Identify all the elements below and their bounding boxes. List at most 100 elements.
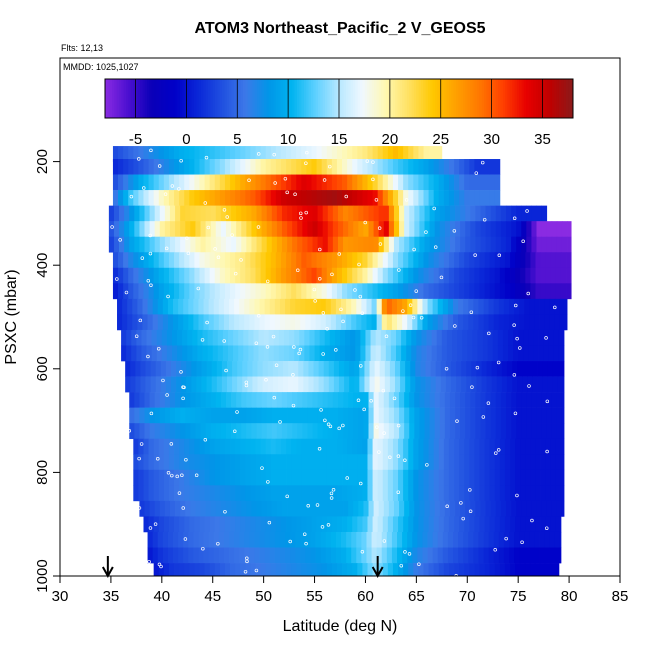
heatmap-cell <box>452 345 458 362</box>
colorbar-cell <box>233 79 237 118</box>
heatmap-cell <box>275 438 282 455</box>
observation-point <box>185 236 189 241</box>
heatmap-cell <box>185 407 191 424</box>
heatmap-cell <box>311 469 317 486</box>
heatmap-cell <box>271 236 278 253</box>
observation-point <box>384 334 389 339</box>
heatmap-cell <box>251 392 257 408</box>
heatmap-cell <box>174 252 180 269</box>
heatmap-cell <box>401 345 407 362</box>
heatmap-cell <box>517 376 523 393</box>
heatmap-cell <box>276 392 283 408</box>
heatmap-cell <box>164 205 171 222</box>
colorbar-cell <box>432 79 436 118</box>
heatmap-cell <box>320 531 327 548</box>
heatmap-cell <box>262 376 269 393</box>
heatmap-cell <box>264 531 271 548</box>
observation-point <box>216 541 220 546</box>
heatmap-cell <box>265 159 272 175</box>
heatmap-cell <box>550 485 557 502</box>
heatmap-cell <box>510 283 516 300</box>
heatmap-cell <box>307 392 313 408</box>
heatmap-cell <box>163 485 170 502</box>
heatmap-cell <box>460 392 466 408</box>
heatmap-cell <box>412 298 418 315</box>
colorbar-cell <box>161 79 164 118</box>
heatmap-cell <box>529 298 535 315</box>
heatmap-cell <box>128 174 134 191</box>
heatmap-cell <box>133 469 139 486</box>
observation-point <box>164 246 169 251</box>
heatmap-cell <box>386 314 393 331</box>
heatmap-cell <box>204 283 211 300</box>
heatmap-cell <box>518 329 524 346</box>
heatmap-cell <box>315 298 322 315</box>
heatmap-cell <box>235 159 241 175</box>
observation-point <box>288 539 292 544</box>
heatmap-cell <box>316 159 323 175</box>
colorbar-cell <box>474 79 478 118</box>
observation-point <box>371 160 375 164</box>
heatmap-cell <box>141 345 147 362</box>
heatmap-cell <box>429 392 436 408</box>
heatmap-cell <box>169 236 176 253</box>
heatmap-cell <box>534 531 540 548</box>
heatmap-cell <box>377 146 384 162</box>
heatmap-cell <box>275 485 282 502</box>
heatmap-cell <box>410 361 416 377</box>
heatmap-cell <box>146 345 153 362</box>
observation-point <box>545 399 550 404</box>
heatmap-cell <box>499 469 506 486</box>
colorbar-tick-label: 25 <box>432 131 449 148</box>
heatmap-cell <box>411 345 417 362</box>
heatmap-cell <box>159 392 166 408</box>
heatmap-cell <box>154 423 161 440</box>
heatmap-cell <box>479 454 485 471</box>
heatmap-cell <box>179 283 185 300</box>
heatmap-cell <box>567 221 572 238</box>
colorbar-cell <box>568 79 572 118</box>
heatmap-cell <box>475 236 481 253</box>
heatmap-cell <box>390 345 397 362</box>
heatmap-cell <box>414 205 420 222</box>
heatmap-cell <box>286 159 292 175</box>
colorbar-cell <box>530 79 534 118</box>
heatmap-cell <box>534 314 540 331</box>
heatmap-cell <box>255 190 261 206</box>
heatmap-cell <box>257 361 264 377</box>
heatmap-cell <box>544 531 551 548</box>
heatmap-cell <box>556 392 563 408</box>
heatmap-cell <box>159 221 166 238</box>
heatmap-cell <box>474 190 480 206</box>
heatmap-cell <box>352 267 358 284</box>
observation-point <box>496 360 501 365</box>
heatmap-cell <box>362 563 368 576</box>
colorbar-cell <box>551 79 555 118</box>
observation-point <box>124 290 129 295</box>
heatmap-cell <box>462 345 468 362</box>
heatmap-cell <box>292 500 298 517</box>
heatmap-cell <box>454 174 460 191</box>
heatmap-cell <box>538 329 545 346</box>
heatmap-cell <box>505 392 512 408</box>
heatmap-cell <box>516 500 522 517</box>
heatmap-cell <box>219 252 226 269</box>
heatmap-cell <box>448 485 455 502</box>
heatmap-cell <box>176 376 182 393</box>
heatmap-cell <box>413 146 419 162</box>
heatmap-cell <box>301 283 307 300</box>
colorbar-cell <box>193 79 197 118</box>
heatmap-cell <box>383 221 390 238</box>
heatmap-cell <box>449 392 456 408</box>
heatmap-cell <box>414 236 420 253</box>
heatmap-cell <box>462 329 468 346</box>
heatmap-cell <box>519 547 525 564</box>
heatmap-cell <box>483 531 490 548</box>
observation-point <box>515 493 519 498</box>
heatmap-cell <box>128 252 134 269</box>
colorbar-cell <box>481 79 485 118</box>
heatmap-cell <box>454 563 460 576</box>
heatmap-cell <box>297 205 303 222</box>
heatmap-cell <box>331 454 338 471</box>
heatmap-cell <box>291 516 297 533</box>
